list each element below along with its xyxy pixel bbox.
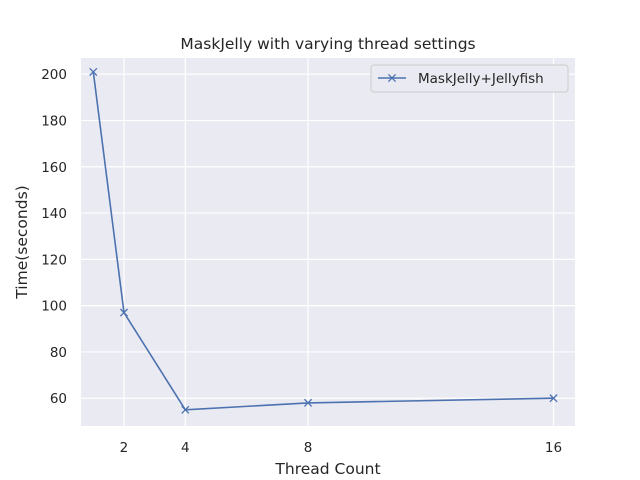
data-point-marker: [549, 394, 558, 403]
x-tick-label: 16: [545, 440, 562, 456]
data-point-marker: [303, 398, 313, 407]
legend-box: [370, 64, 569, 93]
y-tick-label: 120: [41, 252, 67, 268]
x-axis-label: Thread Count: [274, 460, 380, 478]
x-tick-labels: 2 4 8 16: [120, 440, 562, 456]
grid: [81, 58, 575, 426]
legend-entry-label: MaskJelly+Jellyfish: [418, 71, 544, 87]
plot-area: [81, 58, 575, 426]
x-tick-label: 8: [304, 440, 313, 456]
y-tick-label: 60: [50, 391, 67, 407]
x-tick-label: 4: [181, 440, 190, 456]
legend: MaskJelly+Jellyfish: [370, 64, 569, 93]
y-axis-label: Time(seconds): [13, 185, 31, 299]
data-point-marker: [181, 405, 190, 414]
y-tick-label: 140: [41, 206, 67, 222]
y-tick-labels: 60 80 100 120 140 160 180 200: [41, 67, 67, 407]
x-tick-label: 2: [120, 440, 129, 456]
chart-title: MaskJelly with varying thread settings: [180, 35, 475, 53]
legend-marker-swatch: [387, 73, 397, 83]
data-point-marker: [89, 67, 98, 76]
y-tick-label: 200: [41, 67, 67, 83]
y-tick-label: 100: [41, 299, 67, 315]
series-layer: [89, 67, 558, 414]
legend-x-marker: [387, 73, 397, 83]
y-tick-label: 180: [41, 113, 67, 129]
y-tick-label: 160: [41, 160, 67, 176]
y-tick-label: 80: [50, 345, 67, 361]
data-point-marker: [119, 308, 129, 317]
